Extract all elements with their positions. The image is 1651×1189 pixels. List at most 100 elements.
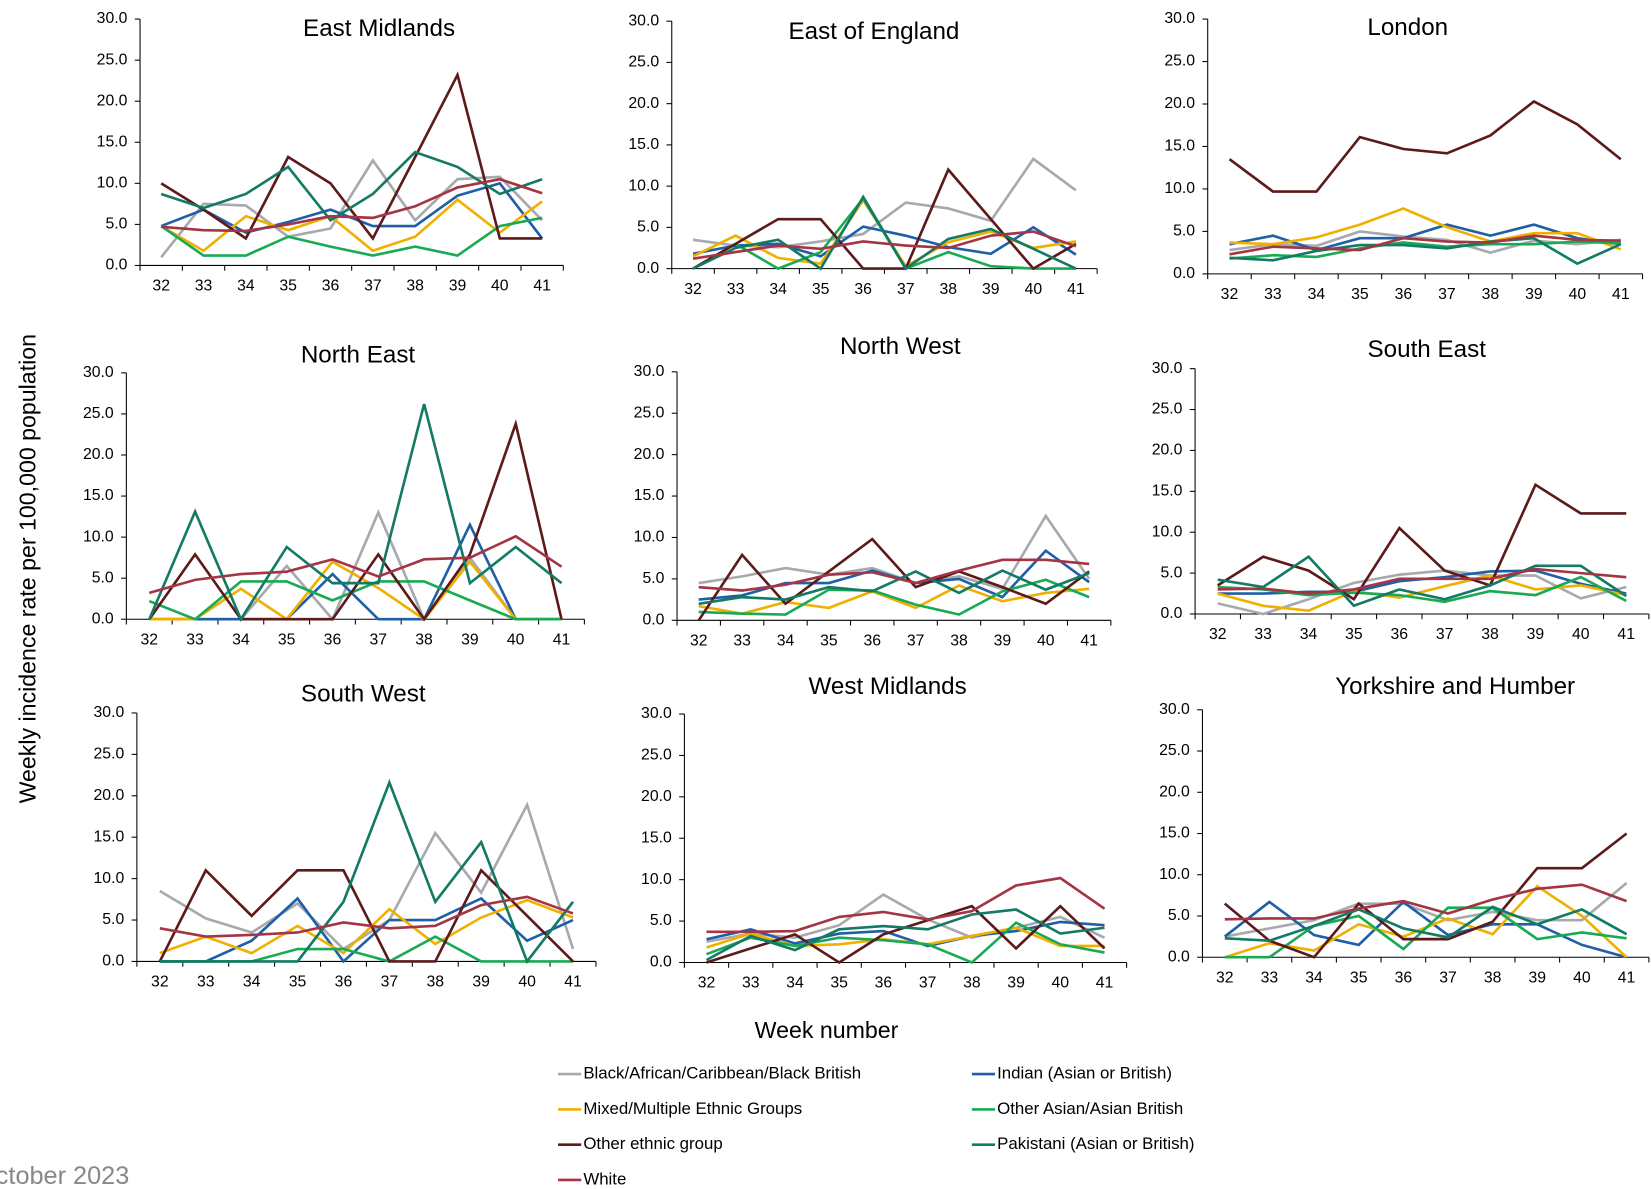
panel: East Midlands 0.0 5.0 10.0 15.0 20.0 25.0 30.0 3… [97, 10, 564, 295]
y-tick-label: 15.0 [83, 487, 114, 504]
x-tick-label: 36 [863, 633, 881, 650]
y-tick-label: 30.0 [1152, 360, 1183, 377]
series-line [160, 157, 544, 259]
x-tick-label: 39 [994, 633, 1012, 650]
x-tick-label: 38 [1482, 286, 1500, 303]
y-tick-label: 15.0 [94, 828, 125, 845]
series-line [697, 537, 1090, 622]
series-line [698, 584, 1090, 616]
y-tick-label: 0.0 [92, 610, 114, 627]
panel-title: London [1367, 14, 1448, 41]
x-tick-label: 35 [279, 278, 297, 295]
footer: ctober 2023 [0, 1162, 129, 1189]
series-line [160, 198, 543, 253]
x-tick-label: 41 [1617, 626, 1635, 643]
y-tick-label: 25.0 [1152, 401, 1183, 418]
legend-label: White [583, 1169, 626, 1188]
x-tick-label: 33 [1254, 626, 1272, 643]
y-tick-label: 5.0 [642, 570, 664, 587]
x-tick-label: 32 [1209, 626, 1227, 643]
panel: West Midlands 0.0 5.0 10.0 15.0 20.0 25.0 30.0 3… [641, 673, 1128, 992]
x-tick-label: 37 [364, 278, 382, 295]
y-tick-label: 10.0 [94, 870, 125, 887]
x-tick-label: 38 [939, 281, 957, 298]
y-tick-label: 10.0 [641, 871, 672, 888]
legend-label: Other Asian/Asian British [997, 1099, 1183, 1118]
y-tick-label: 20.0 [1159, 783, 1190, 800]
y-tick-label: 10.0 [1152, 523, 1183, 540]
y-tick-label: 0.0 [105, 257, 127, 274]
x-tick-label: 33 [1261, 969, 1279, 986]
legend-label: Pakistani (Asian or British) [997, 1134, 1194, 1153]
x-tick-label: 32 [140, 631, 158, 648]
series-line [692, 167, 1077, 271]
x-tick-label: 38 [427, 974, 445, 991]
series-line [1224, 883, 1628, 921]
x-tick-label: 34 [769, 281, 787, 298]
y-tick-label: 30.0 [97, 10, 128, 27]
legend-label: Black/African/Caribbean/Black British [583, 1064, 861, 1083]
series-line [692, 230, 1077, 261]
y-tick-label: 15.0 [1159, 825, 1190, 842]
x-tick-label: 33 [1264, 286, 1282, 303]
x-tick-label: 40 [507, 631, 525, 648]
panel: South East 0.0 5.0 10.0 15.0 20.0 25.0 30.0 32 33… [1152, 336, 1650, 643]
y-tick-label: 5.0 [1173, 223, 1195, 240]
x-tick-label: 33 [195, 278, 213, 295]
series-line [159, 801, 575, 951]
y-tick-label: 25.0 [97, 51, 128, 68]
x-tick-label: 36 [335, 974, 353, 991]
y-tick-label: 5.0 [650, 912, 672, 929]
y-tick-label: 0.0 [637, 260, 659, 277]
x-tick-label: 37 [897, 281, 915, 298]
x-tick-label: 34 [232, 631, 250, 648]
x-tick-label: 36 [1395, 969, 1413, 986]
x-tick-label: 40 [1037, 633, 1055, 650]
y-tick-label: 30.0 [1164, 10, 1195, 27]
x-tick-label: 39 [472, 974, 490, 991]
x-tick-label: 38 [963, 975, 981, 992]
y-tick-label: 30.0 [94, 704, 125, 721]
x-tick-label: 40 [1572, 626, 1590, 643]
y-tick-label: 5.0 [102, 911, 124, 928]
series-line [1228, 99, 1622, 193]
y-tick-label: 20.0 [641, 788, 672, 805]
x-tick-label: 35 [289, 974, 307, 991]
x-tick-label: 33 [733, 633, 751, 650]
x-tick-label: 41 [553, 631, 571, 648]
y-tick-label: 0.0 [1160, 605, 1182, 622]
series-line [1229, 223, 1621, 252]
x-tick-label: 39 [1525, 286, 1543, 303]
y-tick-label: 30.0 [634, 363, 665, 380]
x-tick-label: 37 [919, 975, 937, 992]
x-tick-label: 34 [1308, 286, 1326, 303]
series-line [1217, 482, 1627, 602]
x-tick-label: 37 [381, 974, 399, 991]
x-tick-label: 32 [690, 633, 708, 650]
y-tick-label: 5.0 [1168, 907, 1190, 924]
x-tick-label: 32 [1216, 969, 1234, 986]
y-tick-label: 20.0 [97, 92, 128, 109]
x-tick-label: 35 [1351, 286, 1369, 303]
panel-title: West Midlands [808, 673, 966, 700]
y-axis-label: Weekly incidence rate per 100,000 popula… [15, 334, 41, 803]
series-line [161, 177, 543, 233]
x-tick-label: 37 [369, 631, 387, 648]
series-line [698, 558, 1090, 592]
x-tick-label: 37 [1439, 969, 1457, 986]
y-tick-label: 25.0 [94, 746, 125, 763]
series-line [1217, 554, 1627, 608]
y-tick-label: 15.0 [1152, 482, 1183, 499]
series-line [692, 194, 1077, 271]
legend: Black/African/Caribbean/Black British Ind… [558, 1064, 1194, 1188]
x-tick-label: 33 [742, 975, 760, 992]
series-line [148, 403, 563, 623]
x-tick-label: 33 [197, 974, 215, 991]
y-tick-label: 10.0 [1164, 180, 1195, 197]
y-tick-label: 15.0 [1164, 138, 1195, 155]
x-tick-label: 32 [698, 975, 716, 992]
series-line [705, 908, 1105, 962]
x-tick-label: 41 [1612, 286, 1630, 303]
legend-label: Indian (Asian or British) [997, 1064, 1172, 1083]
y-tick-label: 20.0 [94, 787, 125, 804]
